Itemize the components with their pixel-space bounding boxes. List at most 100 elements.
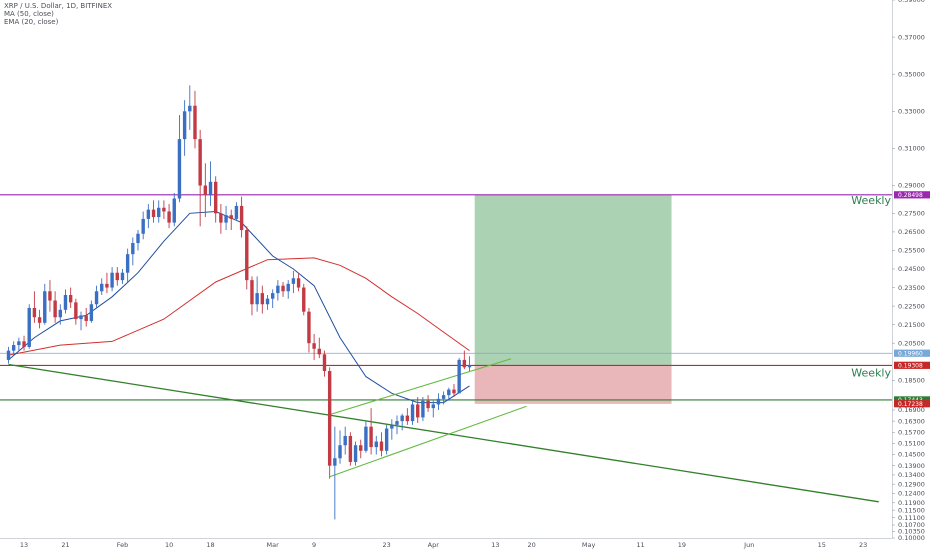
candle xyxy=(229,209,233,231)
candle xyxy=(17,337,21,351)
candle-body xyxy=(6,350,11,360)
price-badge-label: 0.28498 xyxy=(898,192,923,199)
candle-body xyxy=(48,291,52,301)
y-tick-label: 0.39000 xyxy=(898,0,925,4)
x-tick-label: Apr xyxy=(428,541,440,549)
x-tick-label: 13 xyxy=(491,541,499,549)
price-badge-bg xyxy=(894,349,930,357)
candle-body xyxy=(296,278,301,288)
candle xyxy=(364,421,368,453)
candle-body xyxy=(22,341,26,347)
ema-legend-label: EMA (20, close) xyxy=(4,18,59,26)
candle xyxy=(250,276,254,316)
y-tick-label: 0.35000 xyxy=(898,70,925,78)
candle-body xyxy=(94,291,99,305)
candle xyxy=(276,280,280,301)
candle xyxy=(265,294,270,310)
candle-body xyxy=(193,105,197,140)
y-tick-label: 0.10700 xyxy=(898,521,925,529)
candle-body xyxy=(229,215,233,219)
candle-body xyxy=(441,395,446,399)
candle-body xyxy=(467,365,472,368)
y-tick-label: 0.33000 xyxy=(898,108,925,116)
candle-body xyxy=(291,278,296,284)
ema-20-line xyxy=(8,210,470,404)
candle-body xyxy=(89,304,94,321)
price-badge-bg xyxy=(894,400,930,408)
candle xyxy=(384,424,389,455)
candle xyxy=(245,226,249,290)
long-trendline xyxy=(8,363,879,503)
y-tick-label: 0.13900 xyxy=(898,462,925,470)
target-zone xyxy=(474,194,672,366)
candle-body xyxy=(421,400,425,418)
candle-body xyxy=(167,211,171,223)
candle-body xyxy=(255,293,259,305)
candle xyxy=(151,200,156,223)
candle-body xyxy=(384,428,389,451)
candle xyxy=(312,333,316,360)
y-tick-label: 0.16300 xyxy=(898,417,925,425)
candle-body xyxy=(100,283,104,292)
candle xyxy=(89,300,94,323)
candle-body xyxy=(359,445,363,451)
price-badge: 0.19308 xyxy=(894,361,930,369)
candle-body xyxy=(162,207,166,212)
y-tick-label: 0.15100 xyxy=(898,440,925,448)
candle xyxy=(224,205,228,231)
candle-body xyxy=(79,315,83,320)
y-tick-label: 0.16900 xyxy=(898,406,925,414)
candle-body xyxy=(416,404,420,418)
candle xyxy=(208,161,213,206)
candle xyxy=(105,272,109,294)
position-zones xyxy=(474,194,672,404)
candle xyxy=(447,387,451,401)
y-tick-label: 0.10000 xyxy=(898,534,925,542)
candle-body xyxy=(141,218,145,234)
candle xyxy=(79,311,83,331)
candle xyxy=(322,350,327,377)
candle xyxy=(32,291,37,323)
horizontal-levels: Weekly Weekly xyxy=(0,194,892,401)
candle xyxy=(84,307,88,327)
candle-body xyxy=(307,311,311,344)
candle xyxy=(302,283,306,316)
candles xyxy=(6,85,472,520)
y-tick-label: 0.11500 xyxy=(898,506,925,514)
candle xyxy=(234,202,239,221)
candle xyxy=(333,426,337,520)
candle-body xyxy=(462,359,467,368)
candle-body xyxy=(270,293,275,299)
candle xyxy=(172,192,176,227)
candle xyxy=(255,276,259,312)
candle xyxy=(63,289,68,314)
candle-body xyxy=(219,213,223,223)
x-tick-label: 20 xyxy=(528,541,536,549)
candle xyxy=(296,272,301,292)
candle-body xyxy=(105,283,109,288)
candle xyxy=(390,419,394,440)
candle xyxy=(395,415,399,435)
candle xyxy=(167,204,171,229)
candle-body xyxy=(224,215,228,223)
candle-body xyxy=(245,230,249,281)
x-tick-label: 15 xyxy=(818,541,826,549)
candle-body xyxy=(131,243,135,255)
candle-body xyxy=(11,345,16,351)
level-label-1: Weekly xyxy=(851,366,891,379)
trend-lines xyxy=(8,358,879,503)
x-tick-label: 10 xyxy=(165,541,173,549)
candle xyxy=(317,337,321,359)
candle-body xyxy=(74,302,78,320)
candle xyxy=(74,298,78,325)
candle-body xyxy=(172,198,176,223)
price-badge-label: 0.17238 xyxy=(898,401,923,408)
candle xyxy=(291,270,296,294)
y-tick-label: 0.15700 xyxy=(898,428,925,436)
candle xyxy=(405,408,410,425)
candle xyxy=(214,176,218,223)
candle-body xyxy=(276,285,280,294)
y-tick-label: 0.27500 xyxy=(898,210,925,218)
y-tick-label: 0.26500 xyxy=(898,228,925,236)
